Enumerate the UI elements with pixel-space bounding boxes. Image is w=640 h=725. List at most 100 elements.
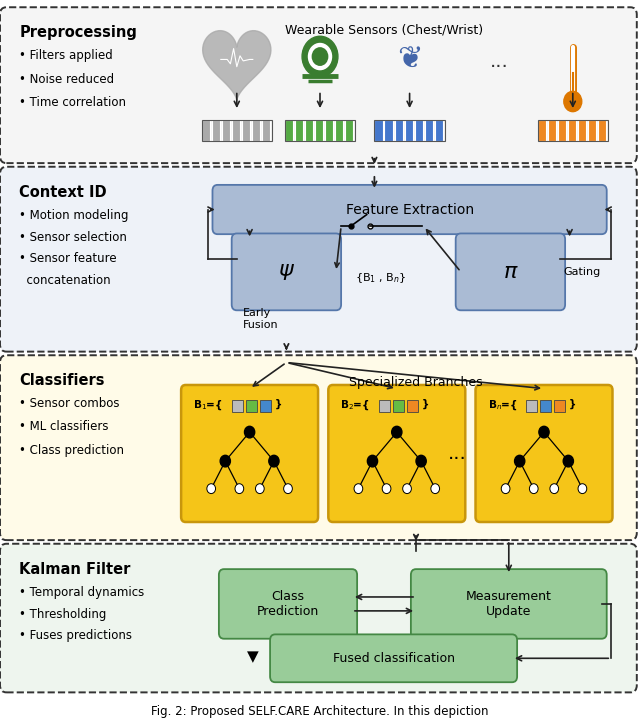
Circle shape: [269, 455, 279, 467]
Bar: [295, 120, 303, 141]
Bar: [393, 400, 404, 412]
FancyBboxPatch shape: [476, 385, 612, 522]
FancyBboxPatch shape: [0, 167, 637, 352]
FancyBboxPatch shape: [0, 355, 637, 540]
Circle shape: [550, 484, 559, 494]
Circle shape: [235, 484, 244, 494]
Text: Context ID: Context ID: [19, 185, 107, 200]
Text: Specialized Branches: Specialized Branches: [349, 376, 483, 389]
Text: ▼: ▼: [247, 650, 259, 664]
Bar: [394, 120, 403, 141]
FancyBboxPatch shape: [328, 385, 465, 522]
Bar: [407, 400, 418, 412]
Text: • Filters applied: • Filters applied: [19, 49, 113, 62]
Text: • Fuses predictions: • Fuses predictions: [19, 629, 132, 642]
Circle shape: [302, 36, 338, 77]
Text: • Sensor feature: • Sensor feature: [19, 252, 117, 265]
Bar: [588, 120, 596, 141]
Text: }: }: [275, 399, 282, 409]
Text: B$_n$={: B$_n$={: [488, 399, 517, 413]
Circle shape: [539, 426, 549, 438]
Circle shape: [382, 484, 391, 494]
Text: ...: ...: [448, 444, 467, 463]
Bar: [526, 400, 537, 412]
Bar: [212, 120, 220, 141]
Bar: [425, 120, 433, 141]
Text: • Sensor combos: • Sensor combos: [19, 397, 120, 410]
Bar: [305, 120, 313, 141]
Text: • Thresholding: • Thresholding: [19, 608, 107, 621]
Circle shape: [564, 91, 582, 112]
Circle shape: [367, 455, 378, 467]
Text: B$_1$={: B$_1$={: [193, 399, 223, 413]
Bar: [568, 120, 576, 141]
Circle shape: [220, 455, 230, 467]
Bar: [345, 120, 353, 141]
Text: ...: ...: [490, 52, 509, 71]
Text: concatenation: concatenation: [19, 274, 111, 287]
Text: }: }: [569, 399, 577, 409]
FancyBboxPatch shape: [212, 185, 607, 234]
Bar: [538, 120, 546, 141]
Text: Preprocessing: Preprocessing: [19, 25, 137, 41]
FancyBboxPatch shape: [270, 634, 517, 682]
Text: • ML classifiers: • ML classifiers: [19, 420, 109, 434]
Text: • Noise reduced: • Noise reduced: [19, 72, 115, 86]
Circle shape: [431, 484, 440, 494]
Circle shape: [501, 484, 510, 494]
Bar: [232, 400, 243, 412]
FancyBboxPatch shape: [0, 7, 637, 163]
Circle shape: [207, 484, 216, 494]
Bar: [246, 400, 257, 412]
Text: Gating: Gating: [563, 267, 600, 277]
Bar: [548, 120, 556, 141]
Bar: [578, 120, 586, 141]
Text: $\pi$: $\pi$: [502, 262, 518, 282]
Text: Kalman Filter: Kalman Filter: [19, 562, 131, 577]
Text: ❦: ❦: [397, 45, 422, 74]
Circle shape: [515, 455, 525, 467]
Bar: [221, 120, 230, 141]
Bar: [260, 400, 271, 412]
Circle shape: [563, 455, 573, 467]
Text: Classifiers: Classifiers: [19, 373, 105, 389]
Text: • Time correlation: • Time correlation: [19, 96, 126, 109]
Bar: [435, 120, 443, 141]
Bar: [335, 120, 343, 141]
Text: Feature Extraction: Feature Extraction: [346, 202, 474, 217]
Text: Measurement
Update: Measurement Update: [466, 590, 552, 618]
FancyBboxPatch shape: [0, 544, 637, 692]
Bar: [315, 120, 323, 141]
Polygon shape: [203, 30, 271, 101]
Circle shape: [529, 484, 538, 494]
Text: Class
Prediction: Class Prediction: [257, 590, 319, 618]
Bar: [379, 400, 390, 412]
Text: {B$_1$ , B$_n$}: {B$_1$ , B$_n$}: [355, 270, 406, 285]
Text: $\psi$: $\psi$: [278, 262, 295, 282]
Circle shape: [392, 426, 402, 438]
Text: Fig. 2: Proposed SELF.CARE Architecture. In this depiction: Fig. 2: Proposed SELF.CARE Architecture.…: [151, 705, 489, 718]
FancyBboxPatch shape: [232, 233, 341, 310]
Circle shape: [244, 426, 255, 438]
Circle shape: [403, 484, 412, 494]
FancyBboxPatch shape: [411, 569, 607, 639]
Bar: [374, 120, 383, 141]
Bar: [242, 120, 250, 141]
Bar: [202, 120, 210, 141]
Bar: [262, 120, 270, 141]
Text: Early
Fusion: Early Fusion: [243, 308, 279, 330]
Text: }: }: [422, 399, 429, 409]
Text: B$_2$={: B$_2$={: [340, 399, 370, 413]
Bar: [252, 120, 260, 141]
FancyBboxPatch shape: [219, 569, 357, 639]
Bar: [285, 120, 293, 141]
Bar: [557, 120, 566, 141]
FancyBboxPatch shape: [181, 385, 318, 522]
Text: Fused classification: Fused classification: [333, 652, 454, 665]
Text: • Motion modeling: • Motion modeling: [19, 209, 129, 222]
Circle shape: [284, 484, 292, 494]
Bar: [232, 120, 240, 141]
Circle shape: [578, 484, 587, 494]
Bar: [325, 120, 333, 141]
Circle shape: [354, 484, 363, 494]
